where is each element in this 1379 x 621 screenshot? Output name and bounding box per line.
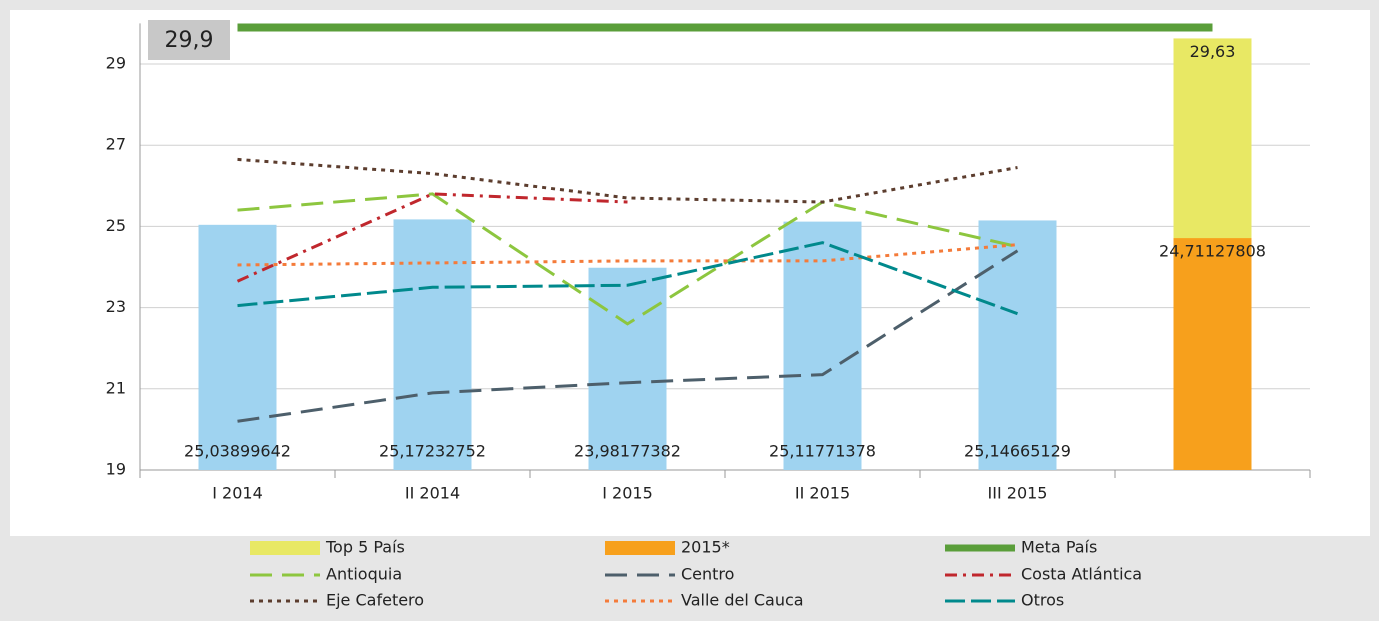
bar (393, 219, 472, 470)
y-tick-label: 19 (106, 460, 126, 479)
y-tick-label: 29 (106, 54, 126, 73)
series-line (236, 192, 628, 283)
x-tick-label: I 2014 (212, 484, 263, 503)
value-label-box (148, 20, 230, 60)
y-tick-label: 27 (106, 135, 126, 154)
y-tick-label: 25 (106, 216, 126, 235)
legend-label: Antioquia (326, 565, 402, 584)
value-label: 25,03899642 (184, 442, 291, 461)
series-line (237, 243, 1018, 267)
legend-swatch (250, 541, 320, 555)
legend-label: Top 5 País (325, 538, 405, 557)
bar (198, 224, 277, 470)
bar (978, 220, 1057, 470)
legend-label: 2015* (681, 538, 730, 557)
value-label: 24,71127808 (1159, 242, 1266, 261)
x-tick-label: II 2015 (795, 484, 850, 503)
bar (588, 267, 667, 470)
y-tick-label: 23 (106, 297, 126, 316)
x-tick-label: I 2015 (602, 484, 653, 503)
series-line (237, 249, 1019, 423)
value-label: 25,17232752 (379, 442, 486, 461)
legend-label: Otros (1021, 591, 1064, 610)
legend-label: Valle del Cauca (681, 591, 804, 610)
series-line (237, 241, 1019, 316)
bar (783, 221, 862, 470)
x-tick-label: II 2014 (405, 484, 460, 503)
series-line (237, 192, 1018, 326)
legend-swatch (605, 541, 675, 555)
y-tick-label: 21 (106, 378, 126, 397)
value-label: 29,63 (1190, 42, 1236, 61)
legend-label: Eje Cafetero (326, 591, 424, 610)
legend-label: Costa Atlántica (1021, 565, 1142, 584)
x-tick-label: III 2015 (988, 484, 1048, 503)
value-label: 29,9 (165, 28, 214, 53)
legend-label: Meta País (1021, 538, 1097, 557)
value-label: 23,98177382 (574, 442, 681, 461)
value-label: 25,11771378 (769, 442, 876, 461)
bar (1173, 238, 1252, 470)
value-label: 25,14665129 (964, 442, 1071, 461)
legend-label: Centro (681, 565, 734, 584)
